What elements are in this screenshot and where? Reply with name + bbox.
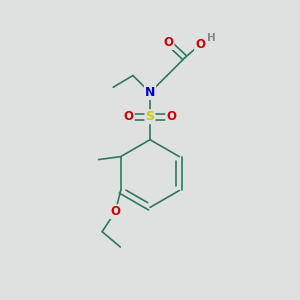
- Text: N: N: [145, 86, 155, 99]
- Text: O: O: [166, 110, 176, 123]
- Text: S: S: [146, 110, 154, 123]
- Text: O: O: [124, 110, 134, 123]
- Text: O: O: [110, 205, 120, 218]
- Text: O: O: [164, 36, 174, 49]
- Text: H: H: [208, 33, 216, 43]
- Text: O: O: [195, 38, 205, 51]
